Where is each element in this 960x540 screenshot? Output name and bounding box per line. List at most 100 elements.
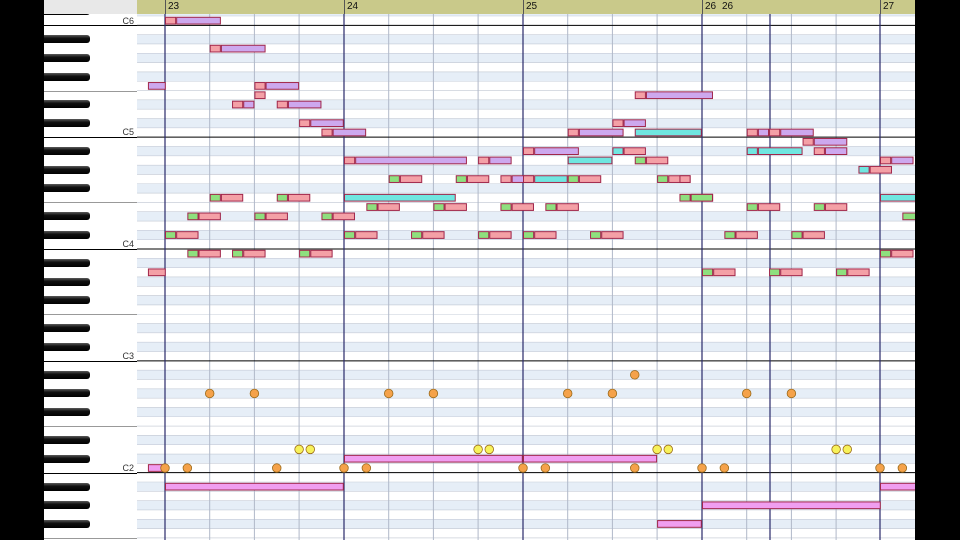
- octave-divider: [44, 25, 137, 27]
- black-key[interactable]: [44, 342, 90, 351]
- pitch-row: [137, 472, 915, 482]
- octave-label: C5: [122, 127, 134, 138]
- note-block: [713, 268, 736, 277]
- note-block: [332, 128, 367, 137]
- drum-hit: [630, 463, 640, 473]
- black-key[interactable]: [44, 277, 90, 286]
- black-key[interactable]: [44, 501, 90, 510]
- note-block: [198, 212, 221, 221]
- black-key[interactable]: [44, 119, 90, 128]
- pitch-row: [137, 71, 915, 82]
- pitch-row: [137, 398, 915, 408]
- note-block: [523, 231, 535, 239]
- note-block: [433, 203, 445, 211]
- note-block: [299, 249, 311, 258]
- note-block: [757, 128, 770, 137]
- black-key[interactable]: [44, 408, 90, 417]
- note-block: [523, 175, 535, 183]
- note-block: [523, 454, 658, 463]
- note-block: [769, 128, 781, 137]
- pitch-row: [137, 43, 915, 54]
- measure-number[interactable]: 27: [883, 1, 895, 12]
- note-block: [746, 203, 758, 211]
- black-key[interactable]: [44, 212, 90, 221]
- note-grid[interactable]: [137, 14, 915, 540]
- measure-number[interactable]: 26: [705, 1, 717, 12]
- note-block: [880, 193, 915, 202]
- ruler-measure-tick: [702, 0, 703, 14]
- black-key[interactable]: [44, 324, 90, 333]
- note-block: [679, 193, 691, 202]
- note-block: [601, 231, 624, 239]
- pitch-row: [137, 426, 915, 436]
- note-grid-canvas[interactable]: [137, 14, 915, 540]
- note-block: [344, 156, 356, 165]
- pitch-row: [137, 351, 915, 361]
- drum-hit: [383, 388, 394, 399]
- note-block: [355, 231, 378, 239]
- drum-hit: [652, 444, 662, 455]
- ruler-measure-tick: [344, 0, 345, 14]
- drum-hit: [339, 463, 349, 473]
- black-key[interactable]: [44, 370, 90, 379]
- black-key[interactable]: [44, 258, 90, 267]
- note-block: [366, 203, 378, 211]
- white-key-divider: [44, 314, 137, 316]
- black-key[interactable]: [44, 519, 90, 528]
- note-block: [802, 137, 814, 146]
- black-key[interactable]: [44, 14, 90, 16]
- note-block: [299, 119, 311, 128]
- note-block: [355, 156, 467, 165]
- black-key[interactable]: [44, 35, 90, 44]
- pitch-row: [137, 528, 915, 538]
- black-key[interactable]: [44, 53, 90, 62]
- ruler-corner: [44, 0, 137, 15]
- measure-number[interactable]: 26: [722, 1, 734, 12]
- black-key[interactable]: [44, 165, 90, 174]
- note-block: [612, 147, 624, 155]
- note-block: [523, 147, 535, 155]
- pitch-row: [137, 34, 915, 44]
- octave-divider: [44, 249, 137, 250]
- drum-hit: [272, 463, 282, 473]
- octave-label: C4: [122, 239, 134, 250]
- drum-hit: [630, 370, 640, 380]
- drum-hit: [484, 444, 494, 455]
- note-block: [187, 249, 199, 258]
- note-block: [746, 147, 758, 155]
- note-block: [813, 137, 848, 146]
- black-key[interactable]: [44, 454, 90, 463]
- note-block: [645, 91, 713, 100]
- drum-hit: [831, 444, 841, 455]
- note-block: [702, 501, 881, 510]
- note-block: [466, 175, 490, 183]
- black-key[interactable]: [44, 230, 90, 239]
- measure-number[interactable]: 24: [347, 1, 359, 12]
- note-block: [623, 147, 646, 155]
- note-block: [310, 119, 344, 128]
- note-block: [623, 119, 646, 128]
- black-key[interactable]: [44, 482, 90, 491]
- note-block: [757, 147, 803, 155]
- note-block: [802, 231, 825, 239]
- pitch-row: [137, 388, 915, 399]
- pitch-row: [137, 323, 915, 333]
- black-key[interactable]: [44, 184, 90, 193]
- octave-divider: [44, 472, 137, 474]
- note-block: [590, 231, 602, 239]
- measure-number[interactable]: 25: [526, 1, 538, 12]
- black-key[interactable]: [44, 72, 90, 81]
- black-key[interactable]: [44, 100, 90, 109]
- black-key[interactable]: [44, 296, 90, 305]
- pitch-row: [137, 407, 915, 417]
- black-key[interactable]: [44, 436, 90, 444]
- black-key[interactable]: [44, 389, 90, 398]
- note-block: [534, 147, 579, 155]
- note-block: [645, 156, 669, 165]
- measure-ruler[interactable]: 23 24 25 26 26 27: [137, 0, 915, 15]
- piano-keyboard[interactable]: C6 C5 C4 C3 C2: [44, 14, 138, 540]
- note-block: [147, 268, 166, 277]
- measure-number[interactable]: 23: [168, 1, 180, 12]
- note-block: [679, 175, 691, 183]
- black-key[interactable]: [44, 147, 90, 156]
